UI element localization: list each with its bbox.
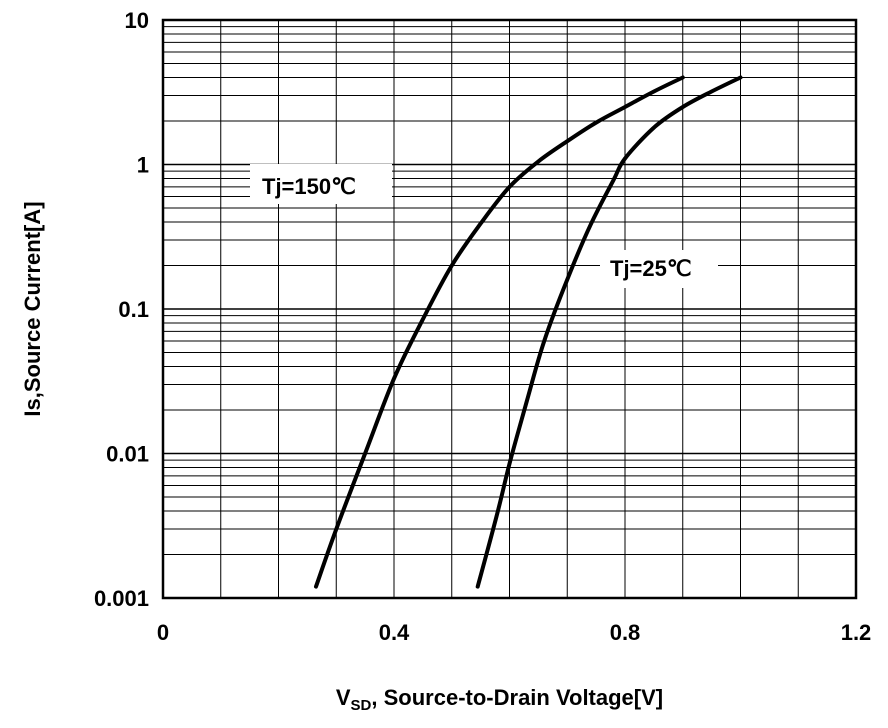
y-tick-labels: 0.001 0.01 0.1 1 10 (94, 8, 149, 611)
x-tick-label: 0.8 (610, 620, 641, 645)
annotation-tj-150: Tj=150℃ (250, 164, 392, 204)
x-tick-label: 0 (157, 620, 169, 645)
annotation-tj-25: Tj=25℃ (600, 250, 718, 288)
x-tick-labels: 0 0.4 0.8 1.2 (157, 620, 871, 645)
series-line-tj-150 (314, 75, 685, 589)
plot-frame (161, 18, 858, 600)
y-tick-label: 1 (137, 153, 149, 178)
curve-layer (314, 75, 743, 589)
x-axis-title-main: V (336, 685, 351, 710)
annotation-tj-25-background (600, 250, 718, 288)
annotation-tj-25-label: Tj=25℃ (610, 256, 692, 281)
x-tick-label: 0.4 (379, 620, 410, 645)
y-tick-label: 10 (125, 8, 149, 33)
annotation-tj-150-label: Tj=150℃ (262, 174, 356, 199)
annotation-tj-150-background (250, 164, 392, 204)
y-tick-label: 0.1 (118, 297, 149, 322)
series-line-tj-25 (475, 75, 743, 589)
x-axis-title-rest: , Source-to-Drain Voltage[V] (371, 685, 663, 710)
y-tick-label: 0.001 (94, 586, 149, 611)
grid-layer (163, 19, 856, 599)
x-axis-title: VSD, Source-to-Drain Voltage[V] (336, 685, 663, 714)
x-axis-title-subscript: SD (351, 697, 372, 714)
y-axis-title: Is,Source Current[A] (20, 201, 45, 416)
x-tick-label: 1.2 (841, 620, 872, 645)
y-tick-label: 0.01 (106, 442, 149, 467)
